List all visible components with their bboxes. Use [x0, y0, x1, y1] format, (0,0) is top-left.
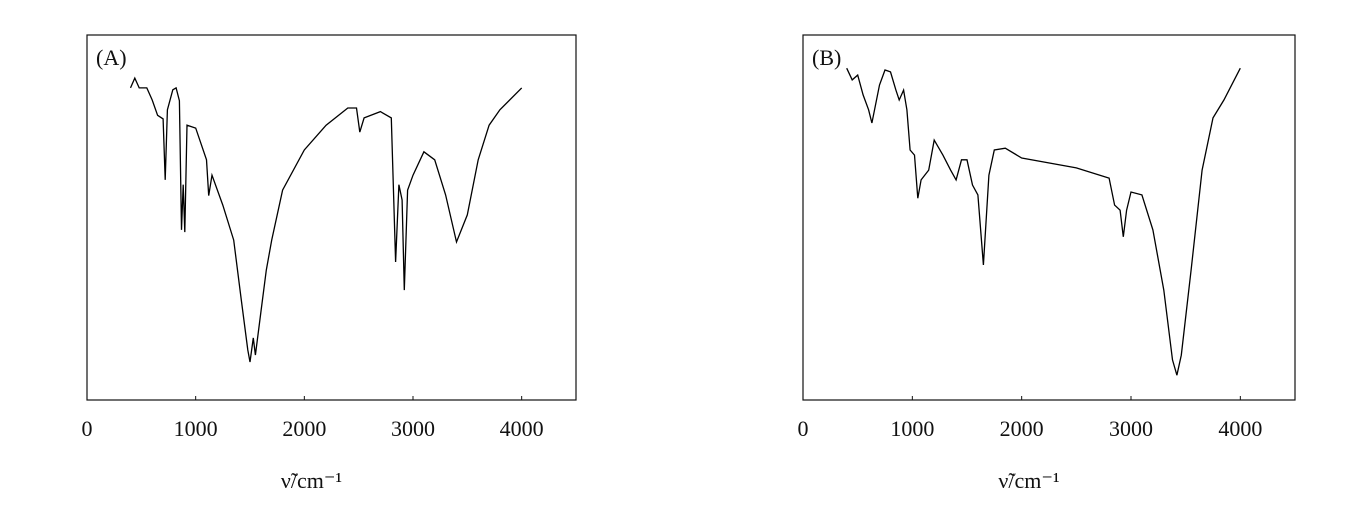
x-axis-label: ν̃/cm⁻¹	[281, 468, 342, 493]
spectrum-line	[129, 76, 523, 363]
x-axis-label: ν̃/cm⁻¹	[998, 468, 1059, 493]
spectrum-line	[846, 67, 1241, 376]
panel-label: (A)	[96, 45, 127, 70]
plot-frame	[86, 34, 577, 401]
x-tick-label: 4000	[500, 416, 544, 441]
x-tick-label: 1000	[890, 416, 934, 441]
x-tick-label: 0	[82, 416, 93, 441]
plot-frame	[802, 34, 1296, 401]
x-tick-label: 4000	[1218, 416, 1262, 441]
x-tick-label: 3000	[1109, 416, 1153, 441]
x-tick-label: 2000	[282, 416, 326, 441]
x-tick-label: 3000	[391, 416, 435, 441]
x-tick-label: 2000	[1000, 416, 1044, 441]
x-tick-label: 1000	[174, 416, 218, 441]
x-tick-label: 0	[798, 416, 809, 441]
panel-label: (B)	[812, 45, 841, 70]
